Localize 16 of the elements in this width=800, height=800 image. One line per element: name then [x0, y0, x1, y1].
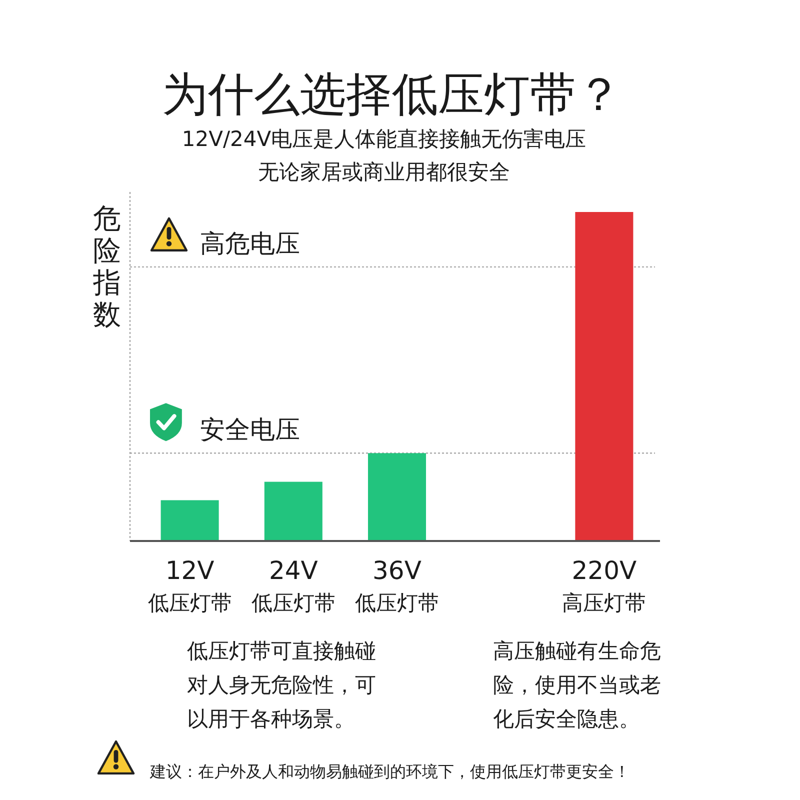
bar — [160, 500, 219, 541]
text: 低压灯带可直接触碰对人身无危险性，可以用于各种场景。 — [187, 639, 376, 731]
x-tick-label: 24V 低压灯带 — [251, 556, 336, 615]
x-tick-label: 220V 高压灯带 — [562, 556, 646, 615]
x-tick-label: 12V 低压灯带 — [148, 556, 232, 615]
y-axis-title: 危险指数 — [92, 202, 121, 331]
text: 建议：在户外及人和动物易触碰到的环境下，使用低压灯带更安全！ — [149, 762, 630, 781]
chart-title: 为什么选择低压灯带？ — [162, 67, 622, 121]
bar — [368, 453, 426, 541]
bar — [575, 212, 634, 541]
text: 高压触碰有生命危险，使用不当或老化后安全隐患。 — [493, 639, 661, 731]
x-tick-label: 36V 低压灯带 — [355, 556, 439, 615]
ref-line-label: 安全电压 — [200, 415, 300, 444]
bar — [264, 482, 322, 541]
chart-subtitle: 12V/24V电压是人体能直接接触无伤害电压无论家居或商业用都很安全 — [182, 127, 586, 184]
ref-line-label: 高危电压 — [200, 228, 300, 258]
